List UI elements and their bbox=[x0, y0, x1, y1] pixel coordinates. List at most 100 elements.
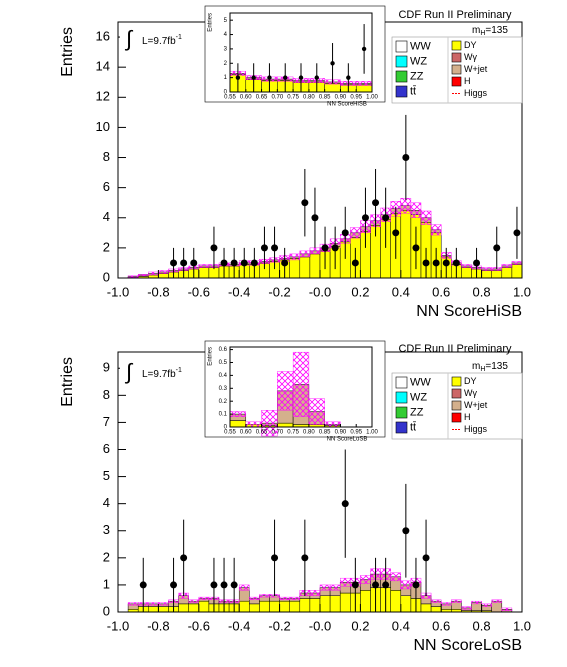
legend-swatch bbox=[451, 388, 462, 399]
x-tick-label: -0.6 bbox=[188, 284, 210, 299]
data-point bbox=[442, 259, 450, 267]
stack-bar bbox=[299, 256, 311, 279]
y-tick-label: 0 bbox=[224, 425, 228, 431]
x-tick-label: 1.00 bbox=[366, 430, 378, 436]
y-axis-label: Entries bbox=[208, 13, 214, 32]
legend-label: WW bbox=[410, 40, 431, 52]
x-tick-label: -0.0 bbox=[309, 618, 331, 633]
lumi-value: L=9.7fb bbox=[142, 369, 176, 380]
legend-label: Higgs bbox=[464, 88, 488, 98]
data-point bbox=[281, 259, 289, 267]
data-point bbox=[210, 244, 218, 252]
legend-swatch bbox=[451, 76, 462, 87]
data-point bbox=[382, 581, 390, 589]
uncertainty-band bbox=[259, 594, 270, 598]
uncertainty-band bbox=[360, 575, 371, 584]
y-tick-label: 4 bbox=[224, 32, 228, 38]
x-tick-label: 0.95 bbox=[350, 95, 362, 101]
y-tick-label: 0 bbox=[224, 90, 228, 96]
legend-label: Wγ bbox=[464, 388, 477, 398]
uncertainty-band bbox=[420, 210, 432, 225]
legend-label: W+jet bbox=[464, 400, 488, 410]
uncertainty-band bbox=[340, 577, 351, 587]
uncertainty-band bbox=[309, 247, 321, 255]
stack-bar bbox=[420, 603, 432, 613]
x-tick-label: 0.70 bbox=[271, 430, 283, 436]
data-point bbox=[230, 259, 238, 267]
integral-sign: ∫ bbox=[124, 26, 134, 51]
stack-bar bbox=[249, 603, 260, 613]
x-tick-label: -0.8 bbox=[147, 618, 169, 633]
stack-bar bbox=[198, 600, 210, 613]
legend-swatch bbox=[395, 376, 408, 389]
x-tick-label: 0.6 bbox=[432, 618, 450, 633]
stack-bar bbox=[390, 590, 402, 613]
uncertainty-band bbox=[461, 264, 472, 268]
x-tick-label: 0.4 bbox=[392, 618, 410, 633]
x-tick-label: 0.6 bbox=[432, 284, 450, 299]
stack-bar bbox=[178, 603, 189, 613]
legend-swatch bbox=[395, 70, 408, 83]
x-tick-label: 0.55 bbox=[224, 430, 236, 436]
uncertainty-band bbox=[400, 197, 412, 214]
y-tick-label: 0 bbox=[103, 603, 110, 618]
x-tick-label: -0.4 bbox=[228, 618, 250, 633]
y-tick-label: 0.4 bbox=[219, 373, 228, 379]
data-point bbox=[170, 581, 178, 589]
uncertainty-band bbox=[400, 580, 412, 590]
legend-swatch bbox=[451, 412, 462, 423]
uncertainty-band bbox=[299, 250, 311, 258]
data-point bbox=[361, 46, 367, 52]
stack-bar bbox=[491, 270, 503, 279]
data-point bbox=[220, 581, 228, 589]
x-tick-label: 0.85 bbox=[319, 95, 331, 101]
uncertainty-band bbox=[127, 602, 139, 606]
uncertainty-band bbox=[471, 600, 482, 605]
x-tick-label: -0.2 bbox=[268, 284, 290, 299]
legend-label: H bbox=[464, 412, 471, 422]
uncertainty-band bbox=[289, 596, 301, 601]
legend-swatch bbox=[395, 406, 408, 419]
mass-sub: H bbox=[480, 30, 485, 37]
data-point bbox=[260, 244, 268, 252]
data-point bbox=[402, 154, 410, 162]
x-tick-label: -0.6 bbox=[188, 618, 210, 633]
chart-title: CDF Run II Preliminary bbox=[398, 9, 512, 21]
data-point bbox=[422, 259, 430, 267]
x-tick-label: 0.2 bbox=[351, 284, 369, 299]
y-tick-label: 12 bbox=[96, 89, 110, 104]
data-point bbox=[267, 75, 272, 80]
legend-label: tt̄ bbox=[410, 421, 416, 433]
uncertainty-band bbox=[410, 202, 422, 218]
x-tick-label: 0.75 bbox=[287, 95, 299, 101]
stack-bar bbox=[279, 600, 290, 613]
y-tick-label: 0 bbox=[103, 269, 110, 284]
legend-swatch bbox=[451, 400, 462, 411]
data-point bbox=[235, 75, 241, 80]
y-tick-label: 2 bbox=[103, 549, 110, 564]
y-tick-label: 2 bbox=[103, 239, 110, 254]
x-tick-label: 1.0 bbox=[513, 618, 531, 633]
y-tick-label: 10 bbox=[96, 119, 110, 134]
x-axis-label: NN ScoreLoSB bbox=[414, 637, 523, 654]
data-point bbox=[372, 581, 380, 589]
mass-m: m bbox=[472, 25, 480, 36]
data-point bbox=[220, 259, 228, 267]
legend-label: Wγ bbox=[464, 52, 477, 62]
y-tick-label: 1 bbox=[103, 576, 110, 591]
uncertainty-band bbox=[501, 607, 513, 611]
legend-label: WW bbox=[410, 376, 431, 388]
data-point bbox=[298, 75, 304, 80]
x-tick-label: 0.85 bbox=[319, 430, 331, 436]
y-tick-label: 0.2 bbox=[219, 399, 228, 405]
uncertainty-band bbox=[261, 410, 278, 437]
data-point bbox=[314, 75, 319, 80]
legend-label: ZZ bbox=[410, 406, 424, 418]
legend-label: DY bbox=[464, 376, 477, 386]
data-point bbox=[230, 581, 238, 589]
x-tick-label: 1.0 bbox=[513, 284, 531, 299]
plot-frame bbox=[229, 346, 373, 428]
data-point bbox=[452, 259, 460, 267]
lumi-box bbox=[120, 357, 196, 391]
stack-bar bbox=[309, 598, 321, 613]
